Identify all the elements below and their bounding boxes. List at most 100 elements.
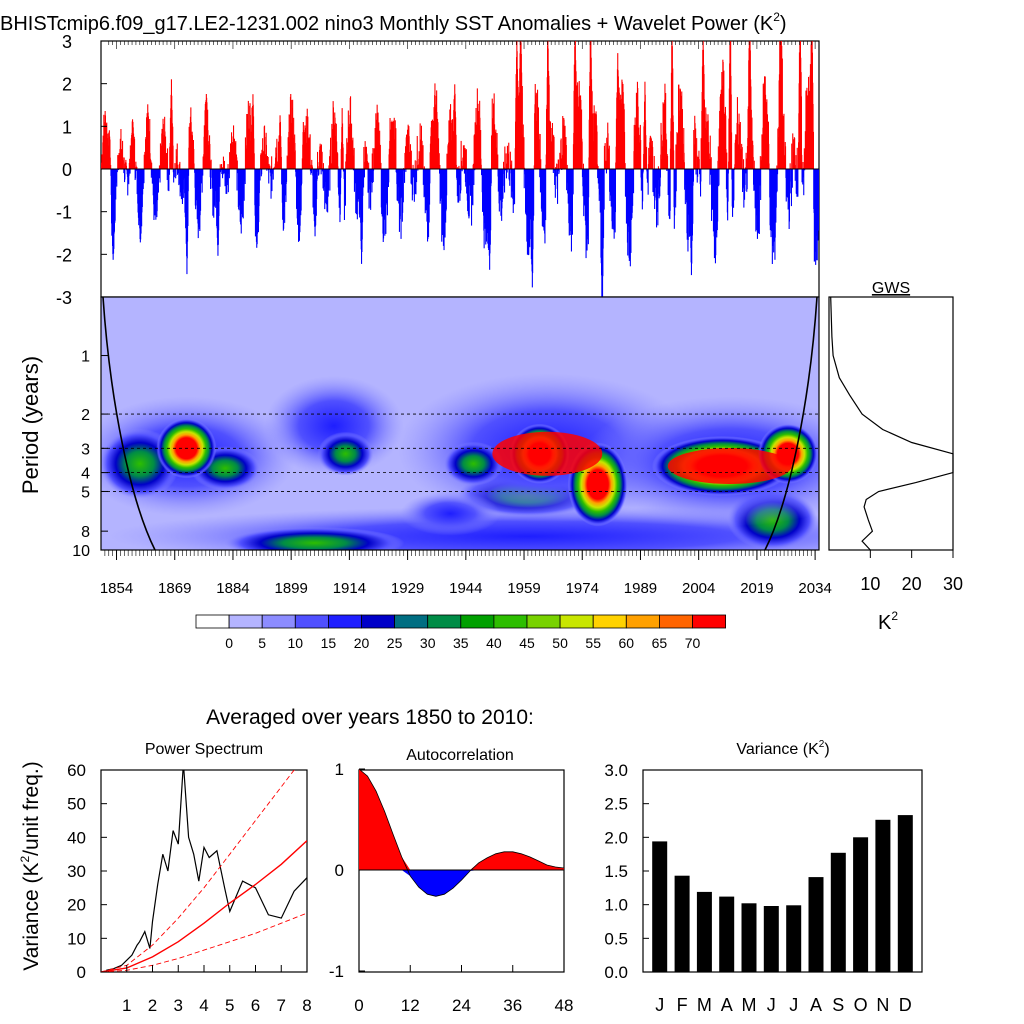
power-spectrum-lower-bound-line [101,912,307,972]
sst-anomaly-bar [410,169,412,184]
sst-anomaly-bar [210,159,212,169]
colorbar-swatch [294,614,329,629]
sst-anomaly-bar [540,159,542,169]
sst-anomaly-bar [710,157,712,169]
sst-anomaly-bar [158,169,160,179]
colorbar-swatch [659,614,693,629]
sst-anomaly-bar [455,134,457,169]
colorbar-label: 25 [387,635,403,651]
sst-anomaly-bar [261,169,263,175]
sst-anomaly-bar [397,169,399,202]
variance-y-tick-label: 1.5 [604,862,628,881]
sst-anomaly-bar [566,169,568,183]
variance-bar [741,903,757,972]
sst-anomaly-bar [533,169,535,216]
sst-anomaly-bar [218,169,220,202]
sst-anomaly-bar [587,169,589,245]
wavelet-x-tick-label: 2004 [682,580,715,597]
sst-anomaly-bar [428,169,430,238]
sst-anomaly-bar [564,125,566,169]
sst-anomaly-bar [363,147,365,169]
sst-anomaly-bar [373,169,375,171]
power-spectrum-upper-bound-line [101,770,295,972]
sst-anomaly-bar [408,136,410,169]
cone-of-influence-left [102,297,156,550]
sst-anomaly-bar [539,134,541,169]
sst-anomaly-bar [705,121,707,169]
sst-anomaly-bar [464,148,466,169]
wavelet-region [224,526,405,550]
sst-anomaly-bar [311,159,313,169]
sst-anomaly-bar [682,143,684,169]
averaging-subtitle: Averaged over years 1850 to 2010: [206,706,534,729]
sst-anomaly-bar [118,153,120,169]
sst-anomaly-bar [221,167,223,169]
sst-anomaly-bar [801,154,803,169]
sst-anomaly-bar [718,169,720,185]
sst-anomaly-bar [754,169,756,191]
sst-anomaly-bar [496,133,498,169]
sst-anomaly-bar [524,167,526,169]
sst-anomaly-bar [639,134,641,169]
sst-anomaly-bar [803,148,805,169]
sst-y-tick-label: -2 [56,245,72,265]
sst-anomaly-bar [117,155,119,169]
sst-anomaly-bar [177,164,179,169]
sst-anomaly-bar [350,96,352,169]
sst-y-tick-label: 1 [62,117,72,137]
sst-anomaly-bar [529,169,531,248]
sst-anomaly-bar [228,169,230,179]
sst-anomaly-bar [329,169,331,191]
colorbar-label: 10 [288,635,304,651]
sst-anomaly-bar [321,169,323,172]
sst-anomaly-bar [253,153,255,169]
sst-anomaly-bar [572,169,574,194]
colorbar-swatch [361,614,395,629]
sst-anomaly-bar [557,169,559,171]
sst-anomaly-bar [410,150,412,169]
sst-anomaly-bar [124,169,126,180]
wavelet-x-tick-label: 2019 [740,580,773,597]
sst-anomaly-bar [373,148,375,169]
power-spectrum-x-tick-label: 7 [277,996,286,1015]
sst-anomaly-bar [363,169,365,188]
sst-anomaly-bar [380,162,382,169]
sst-anomaly-bar [368,162,370,169]
sst-anomaly-bar [803,169,805,196]
sst-anomaly-bar [115,169,117,200]
colorbar-swatch [526,614,561,629]
sst-anomaly-bar [553,137,555,169]
sst-anomaly-bar [549,121,551,169]
sst-anomaly-bar [135,169,137,179]
sst-anomaly-bar [179,161,181,169]
sst-anomaly-bar [403,169,405,171]
sst-anomaly-bar [264,125,266,169]
sst-anomaly-bar [474,169,476,171]
sst-anomaly-bar [548,120,550,169]
monthly-variance-chart: Variance (K2) 3.02.52.01.51.00.50.0J F M A M… [604,739,923,1015]
colorbar-swatch [625,614,660,629]
wavelet-power-chart: 1 2 3 45 8 10 1854 1869 1884 1899 1914 1929 1944 1959… [18,296,832,597]
sst-anomaly-bar [510,164,512,169]
sst-anomaly-bar [306,108,308,169]
sst-anomaly-bar [437,122,439,169]
sst-anomaly-bar [727,169,729,202]
sst-anomaly-bar [687,169,689,240]
sst-anomaly-bar [407,129,409,169]
power-spectrum-x-tick-label: 3 [174,996,183,1015]
sst-anomaly-bar [219,169,221,187]
sst-anomaly-bar [405,169,407,172]
sst-anomaly-bar [465,169,467,187]
sst-anomaly-bar [745,158,747,169]
variance-x-tick-label: M [742,995,757,1015]
sst-anomaly-bar [374,128,376,169]
sst-anomaly-bar [404,169,406,183]
sst-anomaly-bar [592,113,594,169]
sst-anomaly-bar [751,117,753,169]
variance-x-tick-label: M [697,995,712,1015]
sst-anomaly-bar [566,164,568,169]
sst-anomaly-bar [791,169,793,188]
sst-anomaly-bar [275,153,277,169]
sst-anomaly-bar [633,124,635,169]
sst-anomaly-bar [722,62,724,169]
